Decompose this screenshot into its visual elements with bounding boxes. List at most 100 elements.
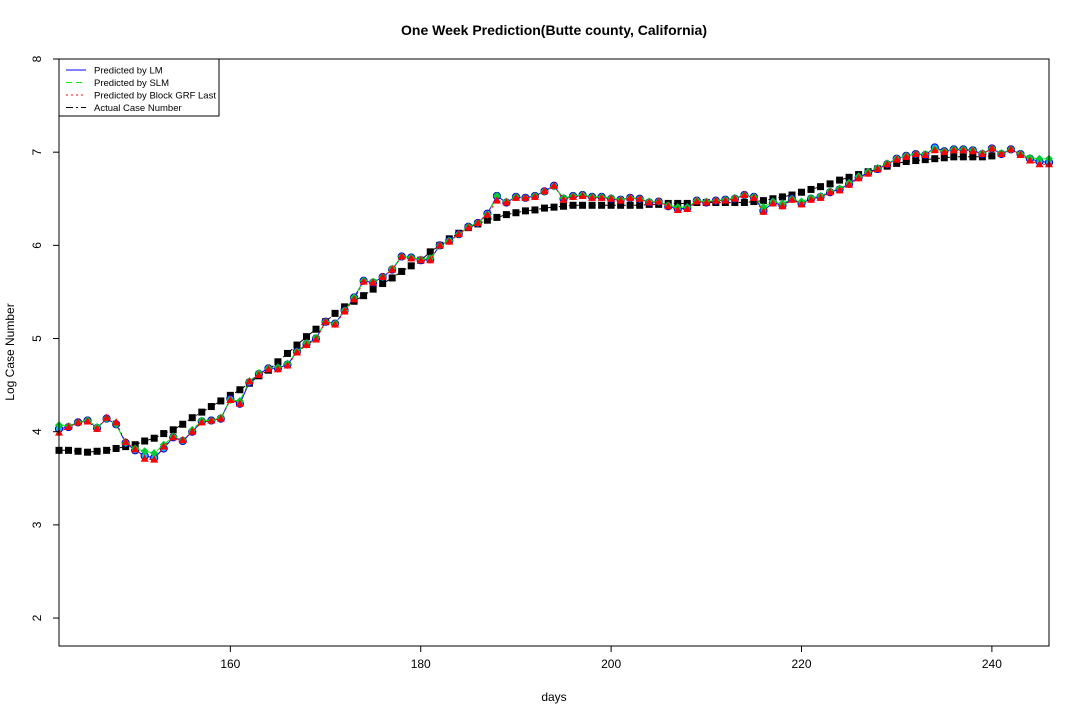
data-point [235, 399, 244, 407]
data-point [150, 455, 159, 463]
plot-series [54, 143, 1054, 463]
data-point [292, 348, 301, 356]
data-point [293, 341, 301, 349]
data-point [302, 340, 311, 349]
data-point [74, 447, 82, 455]
data-point [121, 437, 130, 445]
data-point [845, 173, 853, 181]
data-point [492, 196, 501, 204]
data-point [359, 277, 368, 285]
data-point [787, 195, 796, 203]
data-point [807, 195, 816, 203]
data-point [588, 201, 596, 209]
data-point [1025, 156, 1034, 164]
series-line [58, 147, 1049, 454]
data-point [1016, 150, 1025, 158]
data-point [930, 146, 939, 154]
data-point [93, 424, 102, 432]
data-point [797, 200, 806, 208]
data-point [236, 386, 244, 394]
x-tick-label: 240 [982, 657, 1002, 671]
data-point [521, 207, 529, 215]
data-point [331, 320, 340, 328]
data-point [921, 150, 930, 158]
x-tick-label: 160 [220, 657, 240, 671]
data-point [398, 267, 406, 275]
data-point [407, 254, 416, 262]
data-point [502, 211, 510, 219]
legend-label: Predicted by Block GRF Last [94, 91, 216, 102]
data-point [940, 147, 949, 156]
data-point [65, 446, 73, 454]
x-axis: 160 180 200 220 240 [220, 646, 1002, 671]
y-tick-label: 6 [30, 242, 44, 249]
data-point [912, 157, 920, 165]
y-tick-label: 5 [30, 335, 44, 342]
data-point [492, 191, 501, 200]
data-point [464, 223, 473, 231]
data-point [369, 285, 377, 293]
data-point [1006, 145, 1015, 153]
data-point [540, 204, 548, 212]
data-point [160, 430, 168, 438]
data-point [426, 256, 435, 264]
data-point [921, 156, 929, 164]
data-point [816, 193, 825, 201]
legend-box [58, 58, 220, 117]
plot-frame [58, 58, 1050, 647]
data-point [740, 198, 748, 206]
data-point [483, 210, 492, 218]
data-point [550, 181, 558, 189]
data-point [131, 445, 140, 453]
data-point [588, 193, 597, 201]
data-point [702, 198, 711, 206]
data-point [740, 190, 749, 199]
data-point [560, 202, 568, 210]
data-point [968, 147, 977, 155]
data-point [112, 418, 121, 426]
data-point [873, 164, 882, 172]
data-point [902, 157, 910, 165]
y-tick-label: 2 [30, 614, 44, 621]
data-point [178, 435, 187, 444]
data-point [817, 183, 825, 191]
data-point [188, 414, 196, 422]
data-point [283, 361, 292, 369]
data-point [664, 202, 673, 210]
data-point [987, 144, 996, 152]
series-line [58, 146, 1050, 459]
data-point [711, 196, 720, 204]
data-point [426, 248, 434, 256]
legend-label: Actual Case Number [94, 103, 182, 114]
data-point [388, 265, 397, 273]
data-point [749, 193, 758, 201]
y-tick-label: 7 [30, 149, 44, 156]
data-point [84, 448, 92, 456]
data-point [540, 187, 549, 195]
x-tick-label: 220 [791, 657, 811, 671]
data-point [931, 155, 939, 163]
data-point [207, 416, 216, 424]
data-point [579, 201, 587, 209]
data-point [654, 197, 663, 205]
data-point [103, 446, 111, 454]
data-point [911, 149, 920, 158]
data-point [569, 192, 578, 200]
data-point [978, 149, 987, 158]
data-point [597, 193, 606, 201]
data-point [778, 193, 786, 201]
data-point [550, 203, 558, 211]
data-point [64, 422, 73, 431]
data-point [949, 146, 958, 154]
data-point [512, 209, 520, 217]
data-point [217, 397, 225, 405]
x-tick-label: 180 [411, 657, 431, 671]
data-point [493, 213, 501, 221]
data-point [112, 444, 120, 452]
data-point [379, 280, 387, 288]
data-point [397, 252, 406, 260]
data-point [197, 418, 206, 426]
data-point [83, 417, 92, 425]
data-point [854, 174, 863, 182]
